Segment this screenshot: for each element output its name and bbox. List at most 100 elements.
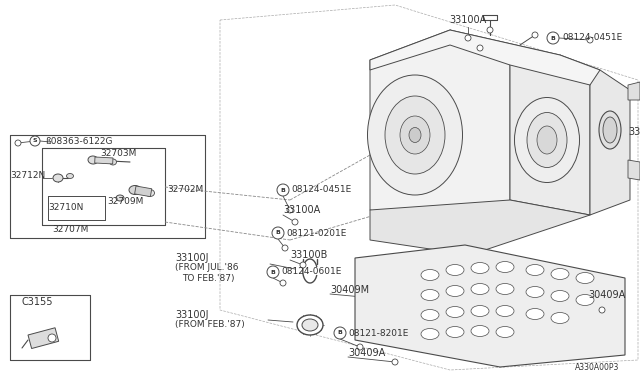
Circle shape: [280, 280, 286, 286]
Ellipse shape: [515, 97, 579, 183]
Text: B: B: [280, 187, 285, 192]
Bar: [95, 157, 113, 164]
Ellipse shape: [446, 285, 464, 296]
Ellipse shape: [526, 308, 544, 320]
Ellipse shape: [302, 319, 318, 331]
Circle shape: [357, 344, 363, 350]
Text: B: B: [276, 231, 280, 235]
Polygon shape: [370, 30, 600, 85]
Text: 32712N: 32712N: [10, 170, 45, 180]
Text: 33100A: 33100A: [283, 205, 320, 215]
Text: 33100J: 33100J: [175, 310, 209, 320]
Ellipse shape: [496, 305, 514, 317]
Ellipse shape: [421, 310, 439, 321]
Text: 32702M: 32702M: [167, 185, 204, 193]
Ellipse shape: [409, 128, 421, 142]
Text: 08121-8201E: 08121-8201E: [348, 328, 408, 337]
Text: 33100A: 33100A: [449, 15, 486, 25]
Ellipse shape: [400, 116, 430, 154]
Text: 08121-0201E: 08121-0201E: [286, 228, 346, 237]
Text: 08124-0601E: 08124-0601E: [281, 267, 341, 276]
Text: 33100J: 33100J: [175, 253, 209, 263]
Ellipse shape: [576, 273, 594, 283]
Ellipse shape: [551, 312, 569, 324]
Ellipse shape: [421, 289, 439, 301]
Ellipse shape: [471, 263, 489, 273]
Text: A330A00P3: A330A00P3: [575, 362, 620, 372]
Ellipse shape: [496, 262, 514, 273]
Ellipse shape: [446, 264, 464, 276]
Ellipse shape: [576, 295, 594, 305]
Text: C3155: C3155: [22, 297, 54, 307]
Ellipse shape: [551, 291, 569, 301]
Polygon shape: [628, 160, 640, 180]
Polygon shape: [355, 245, 625, 367]
Circle shape: [300, 262, 306, 268]
Text: 33100: 33100: [628, 127, 640, 137]
Polygon shape: [628, 82, 640, 100]
Circle shape: [277, 184, 289, 196]
Circle shape: [547, 32, 559, 44]
Text: 32703M: 32703M: [100, 148, 136, 157]
Ellipse shape: [603, 117, 617, 143]
Polygon shape: [370, 200, 590, 255]
Circle shape: [599, 307, 605, 313]
Text: ß08363-6122G: ß08363-6122G: [45, 137, 113, 145]
Text: B: B: [271, 269, 275, 275]
Circle shape: [272, 227, 284, 239]
Ellipse shape: [297, 315, 323, 335]
Circle shape: [532, 32, 538, 38]
Text: 33100B: 33100B: [290, 250, 328, 260]
Text: B: B: [337, 330, 342, 336]
Polygon shape: [450, 30, 590, 215]
Circle shape: [487, 27, 493, 33]
Circle shape: [282, 245, 288, 251]
Text: 32709M: 32709M: [107, 198, 143, 206]
Ellipse shape: [385, 96, 445, 174]
Circle shape: [30, 136, 40, 146]
Ellipse shape: [526, 264, 544, 276]
Text: S: S: [33, 138, 37, 144]
Circle shape: [477, 45, 483, 51]
Ellipse shape: [496, 283, 514, 295]
Bar: [134, 186, 152, 197]
Circle shape: [392, 359, 398, 365]
Circle shape: [334, 327, 346, 339]
Text: TO FEB.'87): TO FEB.'87): [182, 273, 234, 282]
Ellipse shape: [496, 327, 514, 337]
Text: 08124-0451E: 08124-0451E: [562, 33, 622, 42]
Ellipse shape: [367, 75, 463, 195]
Ellipse shape: [145, 189, 154, 196]
Text: 08124-0451E: 08124-0451E: [291, 186, 351, 195]
Circle shape: [267, 266, 279, 278]
Ellipse shape: [471, 305, 489, 317]
Circle shape: [465, 35, 471, 41]
Text: 32707M: 32707M: [52, 225, 88, 234]
Ellipse shape: [109, 159, 116, 165]
Ellipse shape: [446, 327, 464, 337]
Ellipse shape: [527, 112, 567, 167]
Polygon shape: [370, 30, 510, 230]
Text: (FROM JUL.'86: (FROM JUL.'86: [175, 263, 239, 273]
Ellipse shape: [129, 186, 141, 195]
Circle shape: [587, 37, 593, 43]
Ellipse shape: [116, 195, 124, 201]
Bar: [28, 328, 59, 349]
Ellipse shape: [551, 269, 569, 279]
Polygon shape: [560, 55, 630, 215]
Circle shape: [287, 207, 293, 213]
Ellipse shape: [471, 326, 489, 337]
Ellipse shape: [537, 126, 557, 154]
Circle shape: [48, 334, 56, 342]
Text: 30409A: 30409A: [588, 290, 625, 300]
Ellipse shape: [88, 156, 98, 164]
Ellipse shape: [421, 269, 439, 280]
Ellipse shape: [446, 307, 464, 317]
Ellipse shape: [599, 111, 621, 149]
Circle shape: [15, 140, 21, 146]
Circle shape: [292, 219, 298, 225]
Ellipse shape: [421, 328, 439, 340]
Text: B: B: [550, 35, 556, 41]
Text: 32710N: 32710N: [48, 202, 83, 212]
Text: 30409M: 30409M: [330, 285, 369, 295]
